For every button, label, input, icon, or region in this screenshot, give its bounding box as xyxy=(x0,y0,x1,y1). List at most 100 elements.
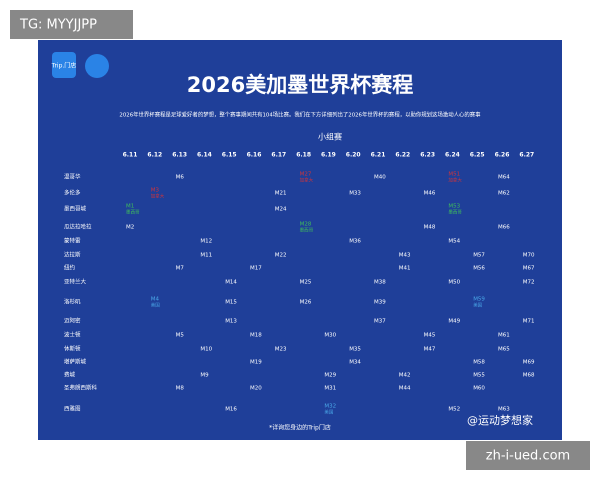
date: 6.25 xyxy=(470,152,485,159)
match: M36 xyxy=(349,239,361,245)
date: 6.16 xyxy=(247,152,262,159)
match: M15 xyxy=(225,300,237,306)
match: M2 xyxy=(126,225,134,231)
match: M18 xyxy=(250,333,262,339)
match: M72 xyxy=(523,280,535,286)
match-host: 美国 xyxy=(324,409,333,416)
match: M26 xyxy=(300,300,312,306)
match: M55 xyxy=(473,373,485,379)
match-host: 美国 xyxy=(473,302,482,309)
city: 墨西哥城 xyxy=(64,206,87,213)
city: 蒙特雷 xyxy=(64,237,81,245)
match-host: 墨西哥 xyxy=(126,210,140,216)
match: M10 xyxy=(200,347,212,353)
schedule-grid: 6.11 6.12 6.13 6.14 6.15 6.16 6.17 6.18 6.19 6.20… xyxy=(64,152,535,416)
match: M3 xyxy=(151,188,160,194)
match: M56 xyxy=(473,266,485,272)
date: 6.17 xyxy=(271,152,286,159)
date: 6.26 xyxy=(495,152,510,159)
match-host: 加拿大 xyxy=(151,193,165,200)
match: M68 xyxy=(523,373,535,379)
date: 6.19 xyxy=(321,152,336,159)
city: 亚特兰大 xyxy=(64,278,87,286)
match-host: 墨西哥 xyxy=(448,210,462,216)
match: M66 xyxy=(498,225,510,231)
date: 6.11 xyxy=(123,152,138,159)
match: M48 xyxy=(424,225,436,231)
match: M49 xyxy=(448,319,460,325)
city: 达拉斯 xyxy=(64,251,81,259)
match: M53 xyxy=(448,204,460,210)
city: 休斯顿 xyxy=(64,345,81,353)
city: 纽约 xyxy=(64,264,76,272)
match: M40 xyxy=(374,175,386,181)
match-host: 加拿大 xyxy=(448,177,462,184)
match: M5 xyxy=(176,333,185,339)
city: 瓜达拉哈拉 xyxy=(64,223,92,231)
city: 堪萨斯城 xyxy=(64,358,87,366)
match: M28 xyxy=(300,222,312,228)
match: M41 xyxy=(399,266,411,272)
date: 6.27 xyxy=(519,152,534,159)
match: M1 xyxy=(126,204,134,210)
match: M63 xyxy=(498,407,510,413)
overlay-box xyxy=(10,10,133,39)
match: M62 xyxy=(498,191,510,197)
city: 多伦多 xyxy=(64,189,81,197)
city: 迈阿密 xyxy=(64,317,81,325)
match: M4 xyxy=(151,297,160,303)
match: M7 xyxy=(176,266,185,272)
poster xyxy=(38,40,562,440)
date: 6.14 xyxy=(197,152,212,159)
match: M54 xyxy=(448,239,460,245)
match: M22 xyxy=(275,253,287,259)
match: M58 xyxy=(473,360,485,366)
match: M32 xyxy=(324,404,336,410)
overlay-top: TG: MYYJJPP xyxy=(19,18,97,33)
match: M50 xyxy=(448,280,460,286)
overlay-bottom: zh-i-ued.com xyxy=(486,449,570,464)
overlay-box xyxy=(466,441,590,470)
date: 6.18 xyxy=(296,152,311,159)
match: M71 xyxy=(523,319,535,325)
match: M64 xyxy=(498,175,510,181)
match: M30 xyxy=(324,333,336,339)
match: M12 xyxy=(200,239,212,245)
match: M25 xyxy=(300,280,312,286)
match: M14 xyxy=(225,280,237,286)
match: M17 xyxy=(250,266,262,272)
match: M67 xyxy=(523,266,535,272)
match: M46 xyxy=(424,191,436,197)
city: 费城 xyxy=(64,371,76,379)
city: 圣弗朗西斯科 xyxy=(64,384,98,392)
date: 6.23 xyxy=(420,152,435,159)
match: M38 xyxy=(374,280,386,286)
match: M42 xyxy=(399,373,411,379)
match: M16 xyxy=(225,407,237,413)
match: M6 xyxy=(176,175,185,181)
date: 6.22 xyxy=(395,152,410,159)
match: M69 xyxy=(523,360,535,366)
date: 6.21 xyxy=(371,152,386,159)
match: M33 xyxy=(349,191,361,197)
match: M61 xyxy=(498,333,510,339)
logo-box xyxy=(52,52,76,78)
match: M31 xyxy=(324,386,336,392)
match: M13 xyxy=(225,319,237,325)
date: 6.24 xyxy=(445,152,460,159)
city: 温哥华 xyxy=(64,173,81,181)
date: 6.15 xyxy=(222,152,237,159)
match: M60 xyxy=(473,386,485,392)
match: M59 xyxy=(473,297,485,303)
footer: *详询您身边的Trip门店 xyxy=(269,424,331,432)
match: M39 xyxy=(374,300,386,306)
match: M47 xyxy=(424,347,436,353)
match: M52 xyxy=(448,407,460,413)
match: M24 xyxy=(275,207,287,213)
match: M19 xyxy=(250,360,262,366)
match-host: 墨西哥 xyxy=(300,228,314,234)
match: M70 xyxy=(523,253,535,259)
match: M8 xyxy=(176,386,185,392)
